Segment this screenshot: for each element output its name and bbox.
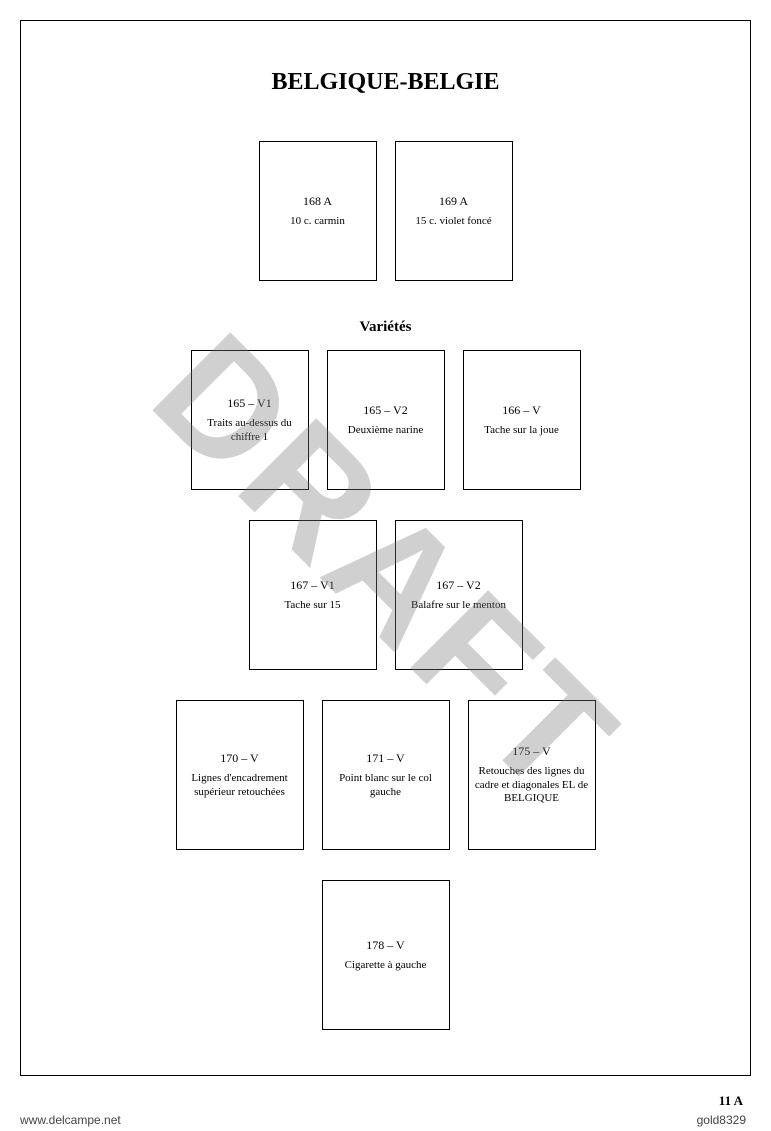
stamp-row-3: 167 – V1 Tache sur 15 167 – V2 Balafre s… bbox=[21, 520, 750, 670]
stamp-box: 169 A 15 c. violet foncé bbox=[395, 141, 513, 281]
stamp-code: 167 – V1 bbox=[290, 578, 334, 593]
stamp-row-2: 165 – V1 Traits au-dessus du chiffre 1 1… bbox=[21, 350, 750, 490]
footer-user: gold8329 bbox=[697, 1113, 746, 1127]
stamp-code: 170 – V bbox=[220, 751, 258, 766]
page-frame: BELGIQUE-BELGIE 168 A 10 c. carmin 169 A… bbox=[20, 20, 751, 1076]
section-header: Variétés bbox=[21, 319, 750, 336]
stamp-desc: Retouches des lignes du cadre et diagona… bbox=[475, 765, 589, 806]
stamp-row-1: 168 A 10 c. carmin 169 A 15 c. violet fo… bbox=[21, 141, 750, 281]
stamp-box: 168 A 10 c. carmin bbox=[259, 141, 377, 281]
stamp-box: 165 – V2 Deuxième narine bbox=[327, 350, 445, 490]
stamp-desc: Cigarette à gauche bbox=[345, 959, 427, 973]
stamp-code: 166 – V bbox=[502, 403, 540, 418]
stamp-desc: Lignes d'encadrement supérieur retouchée… bbox=[183, 772, 297, 800]
stamp-desc: Deuxième narine bbox=[348, 424, 423, 438]
stamp-box: 175 – V Retouches des lignes du cadre et… bbox=[468, 700, 596, 850]
stamp-row-5: 178 – V Cigarette à gauche bbox=[21, 880, 750, 1030]
stamp-desc: Tache sur 15 bbox=[284, 599, 340, 613]
stamp-code: 165 – V1 bbox=[227, 396, 271, 411]
stamp-desc: Tache sur la joue bbox=[484, 424, 559, 438]
stamp-code: 175 – V bbox=[512, 744, 550, 759]
stamp-desc: 15 c. violet foncé bbox=[415, 215, 491, 229]
page-title: BELGIQUE-BELGIE bbox=[21, 69, 750, 96]
stamp-code: 168 A bbox=[303, 194, 332, 209]
stamp-box: 165 – V1 Traits au-dessus du chiffre 1 bbox=[191, 350, 309, 490]
stamp-box: 167 – V1 Tache sur 15 bbox=[249, 520, 377, 670]
stamp-box: 170 – V Lignes d'encadrement supérieur r… bbox=[176, 700, 304, 850]
stamp-code: 171 – V bbox=[366, 751, 404, 766]
footer-site: www.delcampe.net bbox=[20, 1113, 121, 1127]
stamp-box: 167 – V2 Balafre sur le menton bbox=[395, 520, 523, 670]
stamp-desc: Traits au-dessus du chiffre 1 bbox=[198, 417, 302, 445]
stamp-box: 171 – V Point blanc sur le col gauche bbox=[322, 700, 450, 850]
page-number: 11 A bbox=[719, 1093, 743, 1109]
stamp-desc: Point blanc sur le col gauche bbox=[329, 772, 443, 800]
stamp-code: 167 – V2 bbox=[436, 578, 480, 593]
stamp-row-4: 170 – V Lignes d'encadrement supérieur r… bbox=[21, 700, 750, 850]
stamp-code: 178 – V bbox=[366, 938, 404, 953]
stamp-box: 178 – V Cigarette à gauche bbox=[322, 880, 450, 1030]
stamp-code: 165 – V2 bbox=[363, 403, 407, 418]
stamp-desc: 10 c. carmin bbox=[290, 215, 345, 229]
stamp-code: 169 A bbox=[439, 194, 468, 209]
stamp-desc: Balafre sur le menton bbox=[411, 599, 506, 613]
stamp-box: 166 – V Tache sur la joue bbox=[463, 350, 581, 490]
